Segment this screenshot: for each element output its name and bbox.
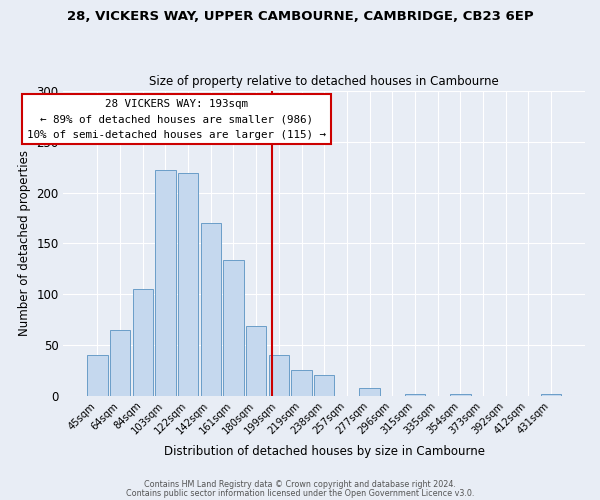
Bar [450, 394, 470, 396]
Bar [155, 170, 176, 396]
Bar [269, 355, 289, 396]
X-axis label: Distribution of detached houses by size in Cambourne: Distribution of detached houses by size … [164, 444, 485, 458]
Bar [292, 370, 312, 396]
Bar [110, 330, 130, 396]
Bar [223, 260, 244, 396]
Bar [405, 394, 425, 396]
Text: Contains HM Land Registry data © Crown copyright and database right 2024.: Contains HM Land Registry data © Crown c… [144, 480, 456, 489]
Bar [87, 355, 107, 396]
Text: 28 VICKERS WAY: 193sqm  
← 89% of detached houses are smaller (986)
10% of semi-: 28 VICKERS WAY: 193sqm ← 89% of detached… [27, 99, 326, 140]
Title: Size of property relative to detached houses in Cambourne: Size of property relative to detached ho… [149, 76, 499, 88]
Text: 28, VICKERS WAY, UPPER CAMBOURNE, CAMBRIDGE, CB23 6EP: 28, VICKERS WAY, UPPER CAMBOURNE, CAMBRI… [67, 10, 533, 23]
Y-axis label: Number of detached properties: Number of detached properties [18, 150, 31, 336]
Bar [359, 388, 380, 396]
Bar [314, 376, 334, 396]
Text: Contains public sector information licensed under the Open Government Licence v3: Contains public sector information licen… [126, 490, 474, 498]
Bar [133, 289, 153, 396]
Bar [541, 394, 561, 396]
Bar [178, 174, 199, 396]
Bar [200, 223, 221, 396]
Bar [246, 326, 266, 396]
